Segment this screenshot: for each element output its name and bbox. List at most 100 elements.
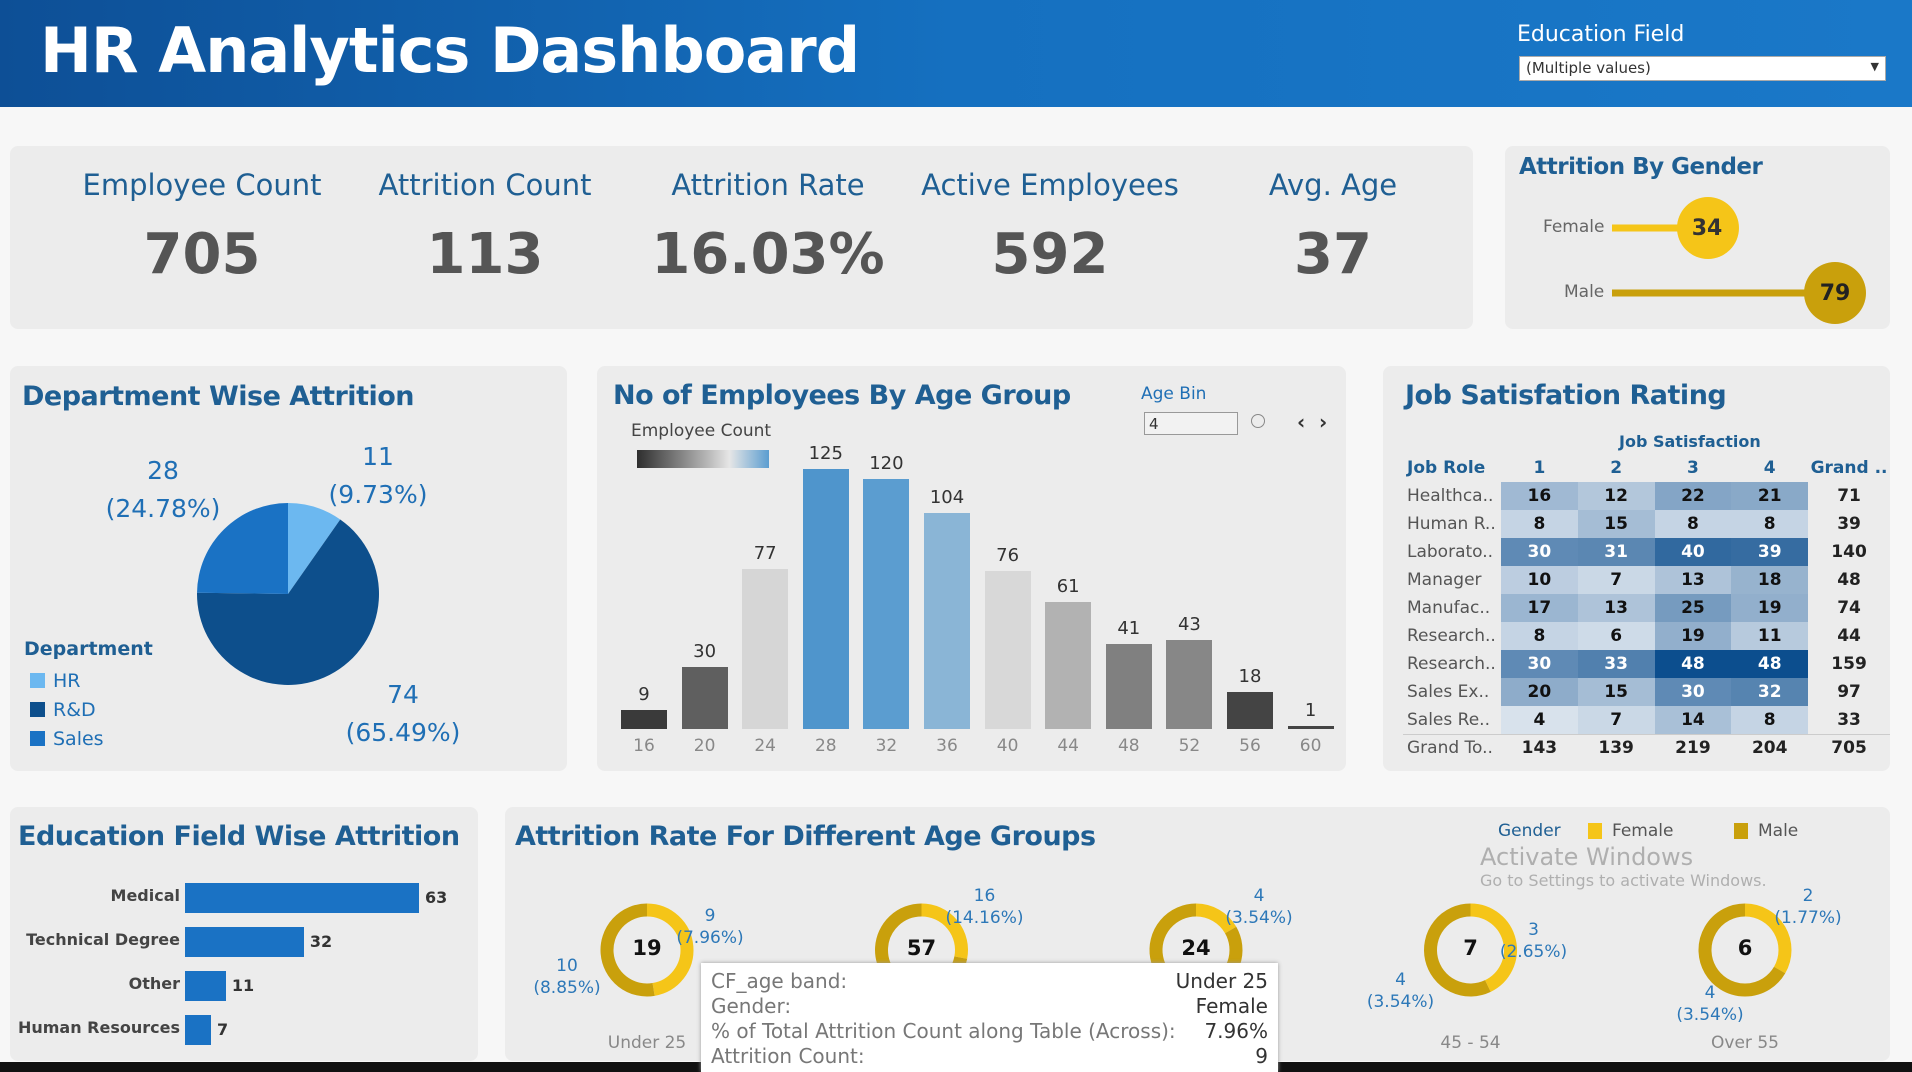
pie-slice-rd[interactable]	[197, 519, 380, 685]
activate-windows-watermark: Activate Windows	[1480, 843, 1694, 871]
age-bar[interactable]	[1166, 639, 1213, 729]
table-cell: 7	[1577, 566, 1655, 594]
kpi-attrition-count: Attrition Count 113	[345, 168, 625, 287]
table-cell: 15	[1577, 678, 1655, 706]
slice-count: 11	[362, 442, 394, 471]
table-cell: 25	[1654, 594, 1732, 622]
table-header-row: Job Role 1 2 3 4 Grand ..	[1403, 454, 1890, 482]
pie-slice-hr[interactable]	[288, 503, 341, 594]
education-filter-select[interactable]: (Multiple values) ▼	[1519, 56, 1886, 81]
age-bar[interactable]	[984, 570, 1031, 729]
bar-value-label: 76	[996, 544, 1020, 566]
prev-icon[interactable]: ‹	[1297, 410, 1306, 434]
donut-male-segment[interactable]	[1424, 903, 1491, 997]
kpi-label: Avg. Age	[1268, 168, 1398, 202]
table-cell: 705	[1831, 738, 1867, 759]
table-row: Research.. 30 33 48 48 159	[1403, 650, 1890, 678]
bar-value-label: 9	[638, 684, 650, 706]
slider-handle-icon[interactable]	[1251, 414, 1265, 428]
education-bar[interactable]	[185, 1015, 211, 1045]
gender-chart	[1612, 197, 1866, 324]
table-cell: 8	[1500, 622, 1578, 650]
age-bar[interactable]	[1287, 726, 1334, 729]
table-cell: 8	[1500, 510, 1578, 538]
age-bin-input[interactable]: 4	[1144, 412, 1238, 435]
donut-male-segment[interactable]	[600, 903, 655, 997]
table-cell: 8	[1654, 510, 1732, 538]
job-satisfaction-title: Job Satisfation Rating	[1405, 380, 1727, 411]
education-bar[interactable]	[185, 927, 304, 957]
donut-female-segment[interactable]	[1744, 903, 1792, 974]
donut-female-segment[interactable]	[1470, 903, 1517, 992]
label-count: 4	[1253, 886, 1265, 906]
bar-value-label: 30	[693, 640, 717, 662]
age-bar-chart: 9 16 30 20 77 24 125 28 120 32 104 36 76 40 61 44 41 48 43…	[597, 366, 1346, 771]
slice-pct: (24.78%)	[105, 494, 221, 523]
bar-value-label: 1	[1304, 700, 1317, 721]
slice-count: 74	[387, 680, 419, 709]
x-tick-label: 28	[814, 736, 837, 756]
female-legend-label: Female	[1612, 821, 1674, 841]
male-data-label: 4 (3.54%)	[1346, 969, 1456, 1013]
rd-slice-label: 74 (65.49%)	[328, 676, 478, 752]
kpi-value: 592	[991, 222, 1109, 287]
age-bar[interactable]	[742, 568, 789, 729]
table-row: Grand To.. 143 139 219 204 705	[1403, 734, 1890, 762]
age-bar[interactable]	[621, 710, 667, 729]
table-cell: 71	[1837, 486, 1861, 506]
donut-total: 19	[632, 936, 662, 960]
age-bar[interactable]	[1045, 602, 1092, 729]
table-cell: 139	[1598, 738, 1634, 759]
male-label: Male	[1564, 282, 1605, 302]
column-header: Grand ..	[1810, 458, 1888, 478]
age-group-panel: No of Employees By Age Group Employee Co…	[597, 366, 1346, 771]
age-bar[interactable]	[863, 479, 910, 729]
table-cell: 19	[1654, 622, 1732, 650]
female-dot[interactable]	[1676, 197, 1739, 259]
label-pct: (3.54%)	[1366, 992, 1435, 1012]
female-data-label: 2 (1.77%)	[1753, 885, 1863, 929]
table-cell: 10	[1500, 566, 1578, 594]
label-pct: (1.77%)	[1774, 908, 1842, 928]
kpi-label: Employee Count	[82, 168, 322, 202]
donut-female-segment[interactable]	[646, 903, 694, 996]
table-cell: 143	[1521, 738, 1558, 759]
table-cell: 39	[1837, 514, 1861, 534]
table-row: Manufac.. 17 13 25 19 74	[1403, 594, 1890, 622]
bar-value-label: 63	[425, 888, 448, 907]
tooltip-value: Under 25	[1175, 969, 1268, 993]
male-value: 79	[1819, 281, 1851, 306]
slice-count: 28	[147, 456, 179, 485]
donut-total: 57	[906, 936, 937, 960]
donut-female-segment[interactable]	[921, 903, 968, 959]
age-bar[interactable]	[1105, 643, 1152, 729]
donut-female-segment[interactable]	[1195, 903, 1237, 934]
age-bar[interactable]	[924, 512, 970, 729]
category-label: Human Resources	[17, 1018, 180, 1037]
age-bar[interactable]	[802, 469, 849, 729]
x-tick-label: 48	[1117, 736, 1140, 756]
table-cell: 14	[1654, 706, 1732, 734]
legend-swatch	[30, 702, 45, 717]
table-cell: 18	[1731, 566, 1809, 594]
bar-value-label: 125	[808, 443, 843, 464]
column-header: 2	[1610, 458, 1623, 478]
table-cell: 12	[1577, 482, 1655, 510]
bar-value-label: 43	[1177, 613, 1201, 635]
label-pct: (2.65%)	[1499, 942, 1568, 962]
table-cell: 74	[1837, 598, 1861, 618]
next-icon[interactable]: ›	[1319, 410, 1328, 434]
education-bar[interactable]	[185, 971, 226, 1001]
age-bar[interactable]	[681, 666, 728, 729]
education-filter-label: Education Field	[1517, 22, 1685, 47]
table-cell: 19	[1731, 594, 1809, 622]
department-title: Department Wise Attrition	[22, 381, 415, 412]
pie-slice-sales[interactable]	[197, 503, 288, 594]
category-label: Other	[128, 974, 180, 993]
male-dot[interactable]	[1804, 262, 1866, 324]
label-pct: (3.54%)	[1225, 908, 1293, 928]
donut-male-segment[interactable]	[1698, 903, 1786, 997]
age-bar[interactable]	[1227, 691, 1273, 729]
education-bar[interactable]	[185, 883, 419, 913]
male-data-label: 4 (3.54%)	[1655, 982, 1765, 1026]
